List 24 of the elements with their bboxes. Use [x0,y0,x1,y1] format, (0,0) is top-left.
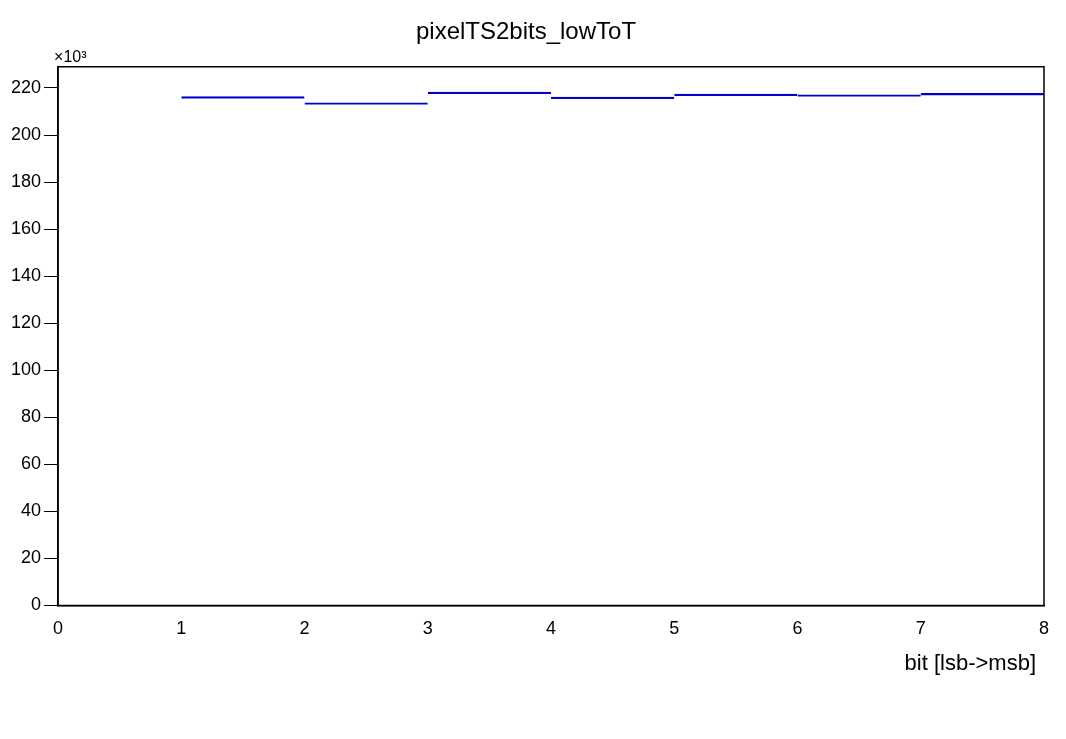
y-tick-label: 100 [10,359,42,380]
y-tick-label: 220 [10,76,42,97]
y-tick-label: 180 [10,171,42,192]
y-tick-label: 140 [10,265,42,286]
chart-title: pixelTS2bits_lowToT [415,17,637,45]
y-tick-label: 60 [21,453,42,474]
y-tick-label: 160 [10,218,42,239]
x-tick-label: 2 [299,618,310,639]
y-tick-label: 120 [10,312,42,333]
y-tick-label: 80 [21,406,42,427]
x-tick-label: 6 [792,618,803,639]
x-tick-label: 5 [669,618,680,639]
x-tick-label: 0 [53,618,64,639]
y-tick-label: 0 [31,594,42,615]
x-tick-label: 4 [546,618,557,639]
x-axis-title: bit [lsb->msb] [904,650,1036,676]
x-tick-label: 8 [1038,618,1050,639]
x-tick-label: 3 [422,618,433,639]
x-tick-label: 7 [915,618,926,639]
y-tick-label: 40 [21,500,42,521]
text: ×10³ [54,48,88,66]
y-tick-label: 20 [21,547,42,568]
x-tick-label: 1 [176,618,187,639]
y-tick-label: 200 [10,123,42,144]
